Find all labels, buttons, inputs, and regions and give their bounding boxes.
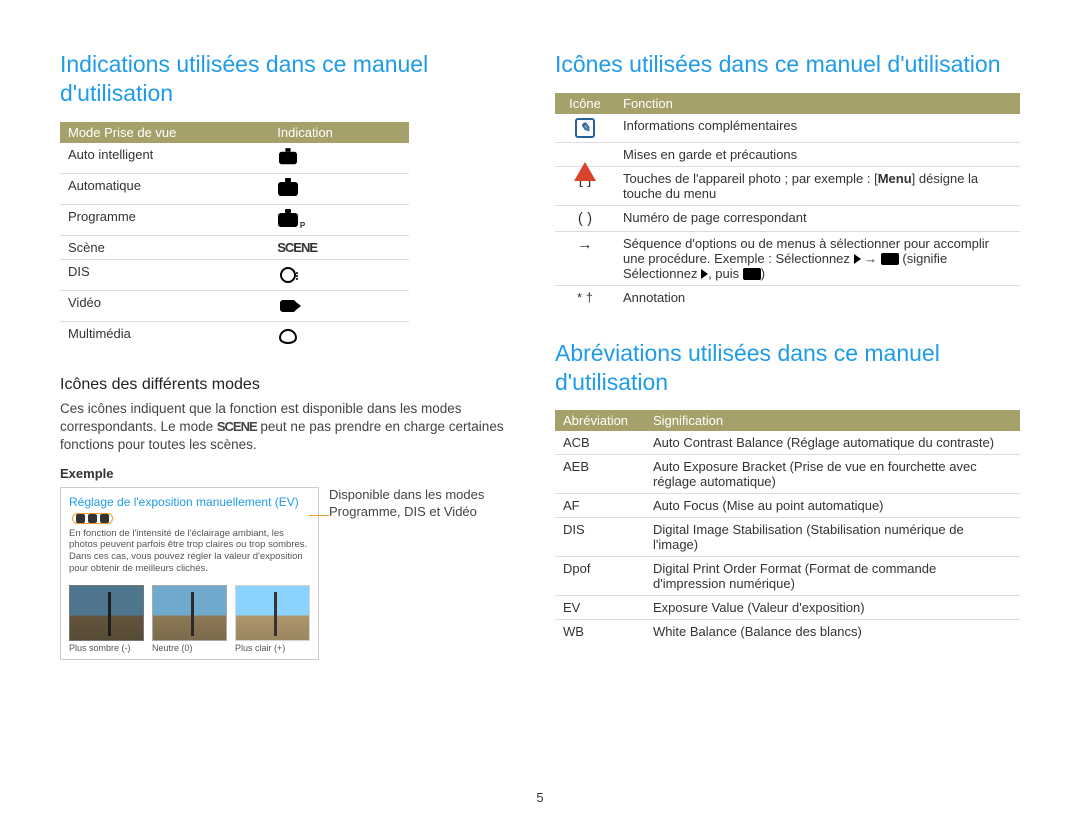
abbr-def: Digital Image Stabilisation (Stabilisati…: [645, 518, 1020, 557]
mini-icon: [88, 514, 97, 523]
left-column: Indications utilisées dans ce manuel d'u…: [60, 50, 525, 795]
mode-label: Programme: [60, 204, 269, 235]
icon-cell: ( ): [555, 205, 615, 231]
abbr-def: Auto Exposure Bracket (Prise de vue en f…: [645, 455, 1020, 494]
mode-icon: P: [269, 204, 409, 235]
abbr-cell: AF: [555, 494, 645, 518]
abbr-cell: DIS: [555, 518, 645, 557]
icon-function: Informations complémentaires: [615, 114, 1020, 143]
mode-label: Multimédia: [60, 321, 269, 352]
thumb-lighter: Plus clair (+): [235, 585, 310, 653]
abbr-cell: EV: [555, 596, 645, 620]
abbr-def: Auto Focus (Mise au point automatique): [645, 494, 1020, 518]
page-number: 5: [0, 790, 1080, 805]
icon-function: Numéro de page correspondant: [615, 205, 1020, 231]
example-side-caption: Disponible dans les modes Programme, DIS…: [329, 487, 525, 521]
thumb-img: [235, 585, 310, 641]
abbr-cell: ACB: [555, 431, 645, 455]
thumb-neutral: Neutre (0): [152, 585, 227, 653]
example-wrap: Réglage de l'exposition manuellement (EV…: [60, 487, 525, 660]
modes-table: Mode Prise de vue Indication Auto intell…: [60, 122, 409, 352]
asterisk-icon: * †: [577, 290, 593, 305]
example-mode-icons: [72, 513, 113, 524]
mode-label: Scène: [60, 235, 269, 259]
arrow-icon: →: [578, 236, 593, 253]
mini-icon: [76, 514, 85, 523]
callout-line: [309, 515, 329, 516]
mode-icon: SCENE: [269, 235, 409, 259]
abbr-th-abbr: Abréviation: [555, 410, 645, 431]
icons-th-icon: Icône: [555, 93, 615, 114]
example-thumbs: Plus sombre (-) Neutre (0) Plus clair (+…: [69, 585, 310, 653]
note-icon: ✎: [575, 118, 595, 138]
mode-icon: [269, 143, 409, 174]
icons-heading: Icônes utilisées dans ce manuel d'utilis…: [555, 50, 1020, 79]
abbr-table: Abréviation Signification ACBAuto Contra…: [555, 410, 1020, 643]
abbr-heading: Abréviations utilisées dans ce manuel d'…: [555, 339, 1020, 397]
example-small-text: En fonction de l'intensité de l'éclairag…: [69, 528, 310, 576]
abbr-th-def: Signification: [645, 410, 1020, 431]
icon-function: Mises en garde et précautions: [615, 142, 1020, 166]
thumb-darker: Plus sombre (-): [69, 585, 144, 653]
icon-cell: * †: [555, 285, 615, 309]
mini-icon: [100, 514, 109, 523]
indications-heading: Indications utilisées dans ce manuel d'u…: [60, 50, 525, 108]
abbr-cell: Dpof: [555, 557, 645, 596]
modes-th-indication: Indication: [269, 122, 409, 143]
modes-th-mode: Mode Prise de vue: [60, 122, 269, 143]
abbr-cell: AEB: [555, 455, 645, 494]
icon-cell: →: [555, 231, 615, 285]
mode-icon: [269, 259, 409, 290]
abbr-def: White Balance (Balance des blancs): [645, 620, 1020, 644]
icon-function: Séquence d'options ou de menus à sélecti…: [615, 231, 1020, 285]
mode-label: Vidéo: [60, 290, 269, 321]
scene-inline-icon: SCENE: [217, 419, 257, 434]
thumb-img: [69, 585, 144, 641]
abbr-cell: WB: [555, 620, 645, 644]
icon-function: Annotation: [615, 285, 1020, 309]
right-column: Icônes utilisées dans ce manuel d'utilis…: [555, 50, 1020, 795]
abbr-def: Auto Contrast Balance (Réglage automatiq…: [645, 431, 1020, 455]
thumb-img: [152, 585, 227, 641]
icon-cell: ✎: [555, 114, 615, 143]
paren-icon: ( ): [578, 210, 592, 227]
mode-icon: [269, 290, 409, 321]
mode-label: Automatique: [60, 173, 269, 204]
mode-icon: [269, 321, 409, 352]
example-box: Réglage de l'exposition manuellement (EV…: [60, 487, 319, 660]
example-title: Réglage de l'exposition manuellement (EV…: [69, 495, 299, 509]
mode-label: DIS: [60, 259, 269, 290]
icon-cell: [555, 142, 615, 166]
example-label: Exemple: [60, 466, 525, 481]
icon-function: Touches de l'appareil photo ; par exempl…: [615, 166, 1020, 205]
icons-table: Icône Fonction ✎ Informations complémenta…: [555, 93, 1020, 309]
mode-icon: [269, 173, 409, 204]
abbr-def: Exposure Value (Valeur d'exposition): [645, 596, 1020, 620]
modes-icons-subheading: Icônes des différents modes: [60, 376, 525, 394]
abbr-def: Digital Print Order Format (Format de co…: [645, 557, 1020, 596]
warning-icon: [574, 147, 596, 181]
modes-body-text: Ces icônes indiquent que la fonction est…: [60, 400, 525, 455]
mode-label: Auto intelligent: [60, 143, 269, 174]
icons-th-function: Fonction: [615, 93, 1020, 114]
